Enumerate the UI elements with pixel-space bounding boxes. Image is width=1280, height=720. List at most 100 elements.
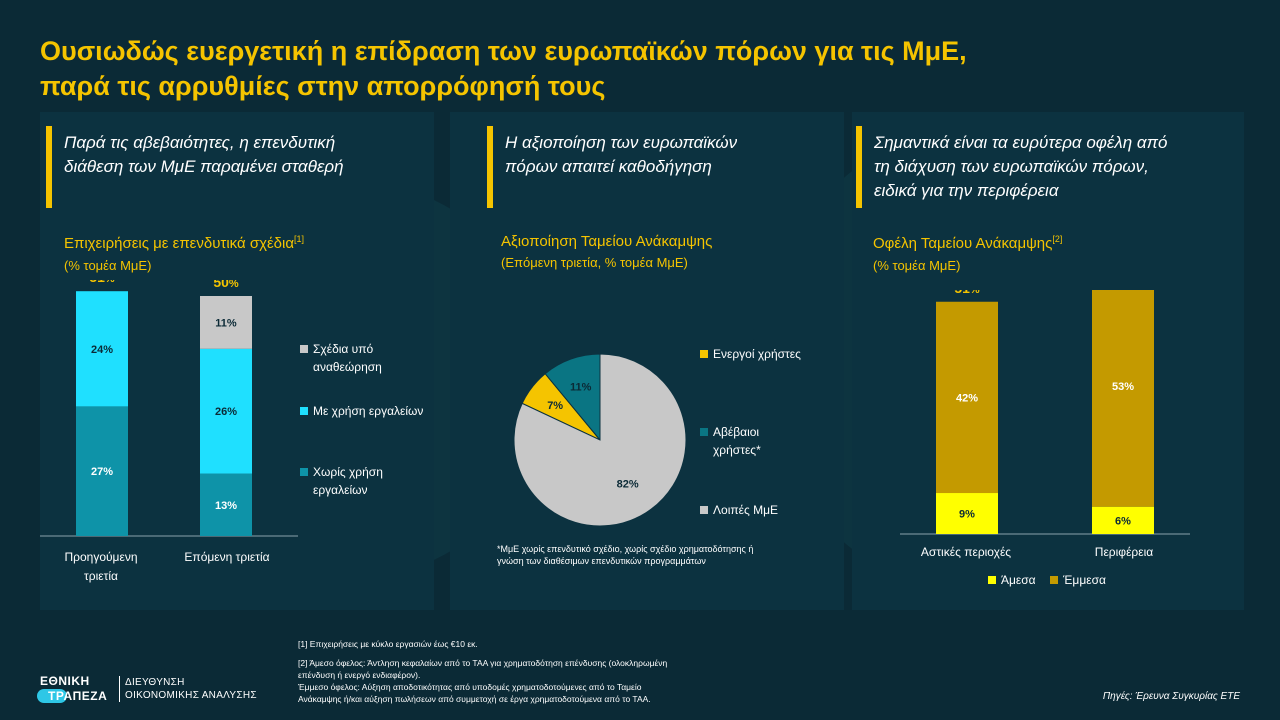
x-tick-label-line: τριετία bbox=[84, 569, 118, 583]
legend-swatch bbox=[1050, 576, 1058, 584]
pie-footnote-line: γνώση των διαθέσιμων επενδυτικών προγραμ… bbox=[497, 556, 706, 566]
total-label: 51% bbox=[954, 290, 980, 296]
data-label: 9% bbox=[959, 509, 975, 521]
legend-swatch bbox=[300, 468, 308, 476]
x-tick-label: Αστικές περιοχές bbox=[920, 545, 1012, 559]
panel-recovery-fund-use bbox=[450, 112, 844, 610]
panel-heading-line: διάθεση των ΜμΕ παραμένει σταθερή bbox=[64, 157, 344, 176]
bar-segment bbox=[76, 291, 128, 407]
bar-segment bbox=[936, 301, 998, 494]
pie-label: 7% bbox=[547, 400, 563, 412]
footnote-2: [2] Άμεσο όφελος: Άντληση κεφαλαίων από … bbox=[298, 657, 667, 705]
legend-label-line: χρήστες* bbox=[713, 443, 761, 457]
chart-title-text: Επιχειρήσεις με επενδυτικά σχέδια bbox=[64, 235, 294, 252]
legend-item-other-smes: Λοιπές ΜμΕ bbox=[700, 501, 778, 519]
panel-heading: Η αξιοποίηση των ευρωπαϊκών πόρων απαιτε… bbox=[505, 131, 825, 179]
x-tick-label-line: Προηγούμενη bbox=[64, 550, 138, 564]
legend-label: Άμεσα bbox=[1001, 573, 1036, 587]
panel-heading-line: τη διάχυση των ευρωπαϊκών πόρων, bbox=[874, 157, 1149, 176]
legend-item-active-users: Ενεργοί χρήστες bbox=[700, 345, 801, 363]
panel-heading-line: ειδικά για την περιφέρεια bbox=[874, 181, 1059, 200]
pie-slice bbox=[513, 353, 687, 527]
footnote-line: [2] Άμεσο όφελος: Άντληση κεφαλαίων από … bbox=[298, 658, 668, 668]
department-line: ΟΙΚΟΝΟΜΙΚΗΣ ΑΝΑΛΥΣΗΣ bbox=[125, 690, 257, 701]
legend-swatch bbox=[988, 576, 996, 584]
bar-segment bbox=[936, 493, 998, 534]
source-note: Πηγές: Έρευνα Συγκυρίας ΕΤΕ bbox=[1102, 691, 1240, 702]
data-label: 27% bbox=[91, 466, 113, 478]
bar-segment bbox=[1092, 506, 1154, 534]
total-label: 50% bbox=[213, 280, 239, 290]
panel-recovery-fund-benefits bbox=[852, 112, 1244, 610]
chart-title-ref: [2] bbox=[1052, 234, 1063, 244]
chart-subtitle: (% τομέα ΜμΕ) bbox=[873, 258, 961, 273]
data-label: 6% bbox=[1115, 515, 1131, 527]
chart-title: Αξιοποίηση Ταμείου Ανάκαμψης bbox=[501, 233, 713, 250]
footnote-1: [1] Επιχειρήσεις με κύκλο εργασιών έως €… bbox=[298, 639, 478, 649]
x-tick-label: Προηγούμενη τριετία bbox=[46, 548, 156, 586]
footnote-line: Έμμεσο όφελος: Αύξηση αποδοτικότητας από… bbox=[298, 682, 642, 692]
pie-label: 11% bbox=[570, 382, 592, 394]
chart-title: Οφέλη Ταμείου Ανάκαμψης[2] bbox=[873, 234, 1062, 252]
panel-heading-line: Σημαντικά είναι τα ευρύτερα οφέλη από bbox=[874, 133, 1168, 152]
pie-label: 82% bbox=[617, 479, 639, 491]
legend-label: Ενεργοί χρήστες bbox=[713, 347, 801, 361]
x-tick-label: Περιφέρεια bbox=[1094, 545, 1154, 559]
data-label: 24% bbox=[91, 344, 113, 356]
data-label: 53% bbox=[1112, 381, 1134, 393]
panel-heading-line: Παρά τις αβεβαιότητες, η επενδυτική bbox=[64, 133, 336, 152]
bar-segment bbox=[200, 296, 252, 349]
accent-bar bbox=[46, 126, 52, 208]
legend-label-line: Αβέβαιοι bbox=[713, 425, 760, 439]
legend-swatch bbox=[300, 345, 308, 353]
panel-heading-line: πόρων απαιτεί καθοδήγηση bbox=[505, 157, 712, 176]
chart-investment-plans: 27% 24% 51% 13% 26% 11% 50% bbox=[40, 280, 298, 537]
footnote-line: επένδυση ή ενεργό ενδιαφέρον). bbox=[298, 670, 421, 680]
legend-label-line: αναθεώρηση bbox=[313, 360, 382, 374]
accent-bar bbox=[856, 126, 862, 208]
data-label: 26% bbox=[215, 406, 237, 418]
chart-title-text: Οφέλη Ταμείου Ανάκαμψης bbox=[873, 235, 1053, 252]
panel-heading: Παρά τις αβεβαιότητες, η επενδυτική διάθ… bbox=[64, 131, 434, 179]
legend-label: Λοιπές ΜμΕ bbox=[713, 503, 779, 517]
bar-segment bbox=[1092, 290, 1154, 507]
data-label: 42% bbox=[956, 392, 978, 404]
legend-swatch bbox=[700, 506, 708, 514]
slide-title-line-1: Ουσιωδώς ευεργετική η επίδραση των ευρωπ… bbox=[40, 36, 967, 66]
legend-label-line: εργαλείων bbox=[313, 483, 368, 497]
bar-segment bbox=[200, 348, 252, 474]
data-label: 13% bbox=[215, 500, 237, 512]
legend-swatch bbox=[300, 407, 308, 415]
logo-line-2: ΤΡΑΠΕΖΑ bbox=[48, 689, 108, 703]
legend-item-indirect: Έμμεσα bbox=[1050, 571, 1106, 589]
logo-divider bbox=[119, 676, 120, 702]
legend-label-line: Χωρίς χρήση bbox=[313, 465, 383, 479]
pie-footnote-line: *ΜμΕ χωρίς επενδυτικό σχέδιο, χωρίς σχέδ… bbox=[497, 544, 754, 554]
logo-mark bbox=[37, 689, 67, 703]
bar-segment bbox=[76, 406, 128, 536]
panel-heading-line: Η αξιοποίηση των ευρωπαϊκών bbox=[505, 133, 738, 152]
total-label: 51% bbox=[89, 280, 115, 285]
legend-label: Με χρήση εργαλείων bbox=[313, 404, 424, 418]
chart-recovery-fund-use: 7% 11% 82% bbox=[513, 353, 687, 527]
chart-title: Επιχειρήσεις με επενδυτικά σχέδια[1] bbox=[64, 234, 304, 252]
slide-title-line-2: παρά τις αρρυθμίες στην απορρόφησή τους bbox=[40, 71, 606, 101]
chart-subtitle: (Επόμενη τριετία, % τομέα ΜμΕ) bbox=[501, 255, 688, 270]
footnote-line: Ανάκαμψης ή/και αύξηση πωλήσεων από συμμ… bbox=[298, 694, 651, 704]
chart-subtitle: (% τομέα ΜμΕ) bbox=[64, 258, 152, 273]
bar-segment bbox=[200, 473, 252, 536]
slide-title: Ουσιωδώς ευεργετική η επίδραση των ευρωπ… bbox=[40, 34, 1220, 104]
chart-recovery-fund-benefits: 9%42%51%6%53%59% bbox=[900, 290, 1190, 535]
legend-item-without-tools: Χωρίς χρήση εργαλείων bbox=[300, 463, 383, 499]
chart-title-ref: [1] bbox=[294, 234, 305, 244]
legend-swatch bbox=[700, 350, 708, 358]
legend-item-direct: Άμεσα bbox=[988, 571, 1036, 589]
x-tick-label: Επόμενη τριετία bbox=[166, 548, 288, 567]
legend-label-line: Σχέδια υπό bbox=[313, 342, 374, 356]
legend-item-uncertain-users: Αβέβαιοι χρήστες* bbox=[700, 423, 761, 459]
department-name: ΔΙΕΥΘΥΝΣΗ ΟΙΚΟΝΟΜΙΚΗΣ ΑΝΑΛΥΣΗΣ bbox=[125, 676, 257, 702]
legend-label: Έμμεσα bbox=[1063, 573, 1106, 587]
legend-item-with-tools: Με χρήση εργαλείων bbox=[300, 402, 423, 420]
legend-item-under-review: Σχέδια υπό αναθεώρηση bbox=[300, 340, 382, 376]
pie-footnote: *ΜμΕ χωρίς επενδυτικό σχέδιο, χωρίς σχέδ… bbox=[497, 543, 753, 567]
